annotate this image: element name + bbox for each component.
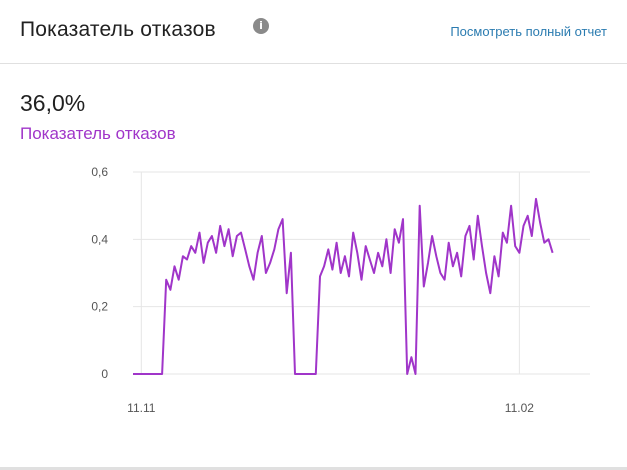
x-axis-ticks: 11.11 11.02 — [127, 401, 534, 415]
metric-value: 36,0% — [20, 90, 86, 116]
y-axis-ticks: 0 0,2 0,4 0,6 — [91, 165, 108, 381]
info-icon[interactable]: i — [253, 18, 269, 34]
y-tick-label: 0 — [101, 367, 108, 381]
card-title: Показатель отказов — [20, 18, 216, 41]
view-full-report-link[interactable]: Посмотреть полный отчет — [450, 24, 607, 39]
x-tick-label: 11.02 — [505, 401, 534, 415]
y-tick-label: 0,6 — [91, 165, 108, 179]
series-line — [133, 197, 554, 375]
card-header: Показатель отказов i Посмотреть полный о… — [0, 0, 627, 64]
bounce-rate-chart: 0 0,2 0,4 0,6 11.11 11.02 — [91, 165, 590, 415]
x-tick-label: 11.11 — [127, 401, 156, 415]
card-bottom-border — [0, 467, 627, 470]
metric-label: Показатель отказов — [20, 124, 176, 143]
y-tick-label: 0,4 — [91, 232, 108, 246]
y-tick-label: 0,2 — [91, 300, 108, 314]
